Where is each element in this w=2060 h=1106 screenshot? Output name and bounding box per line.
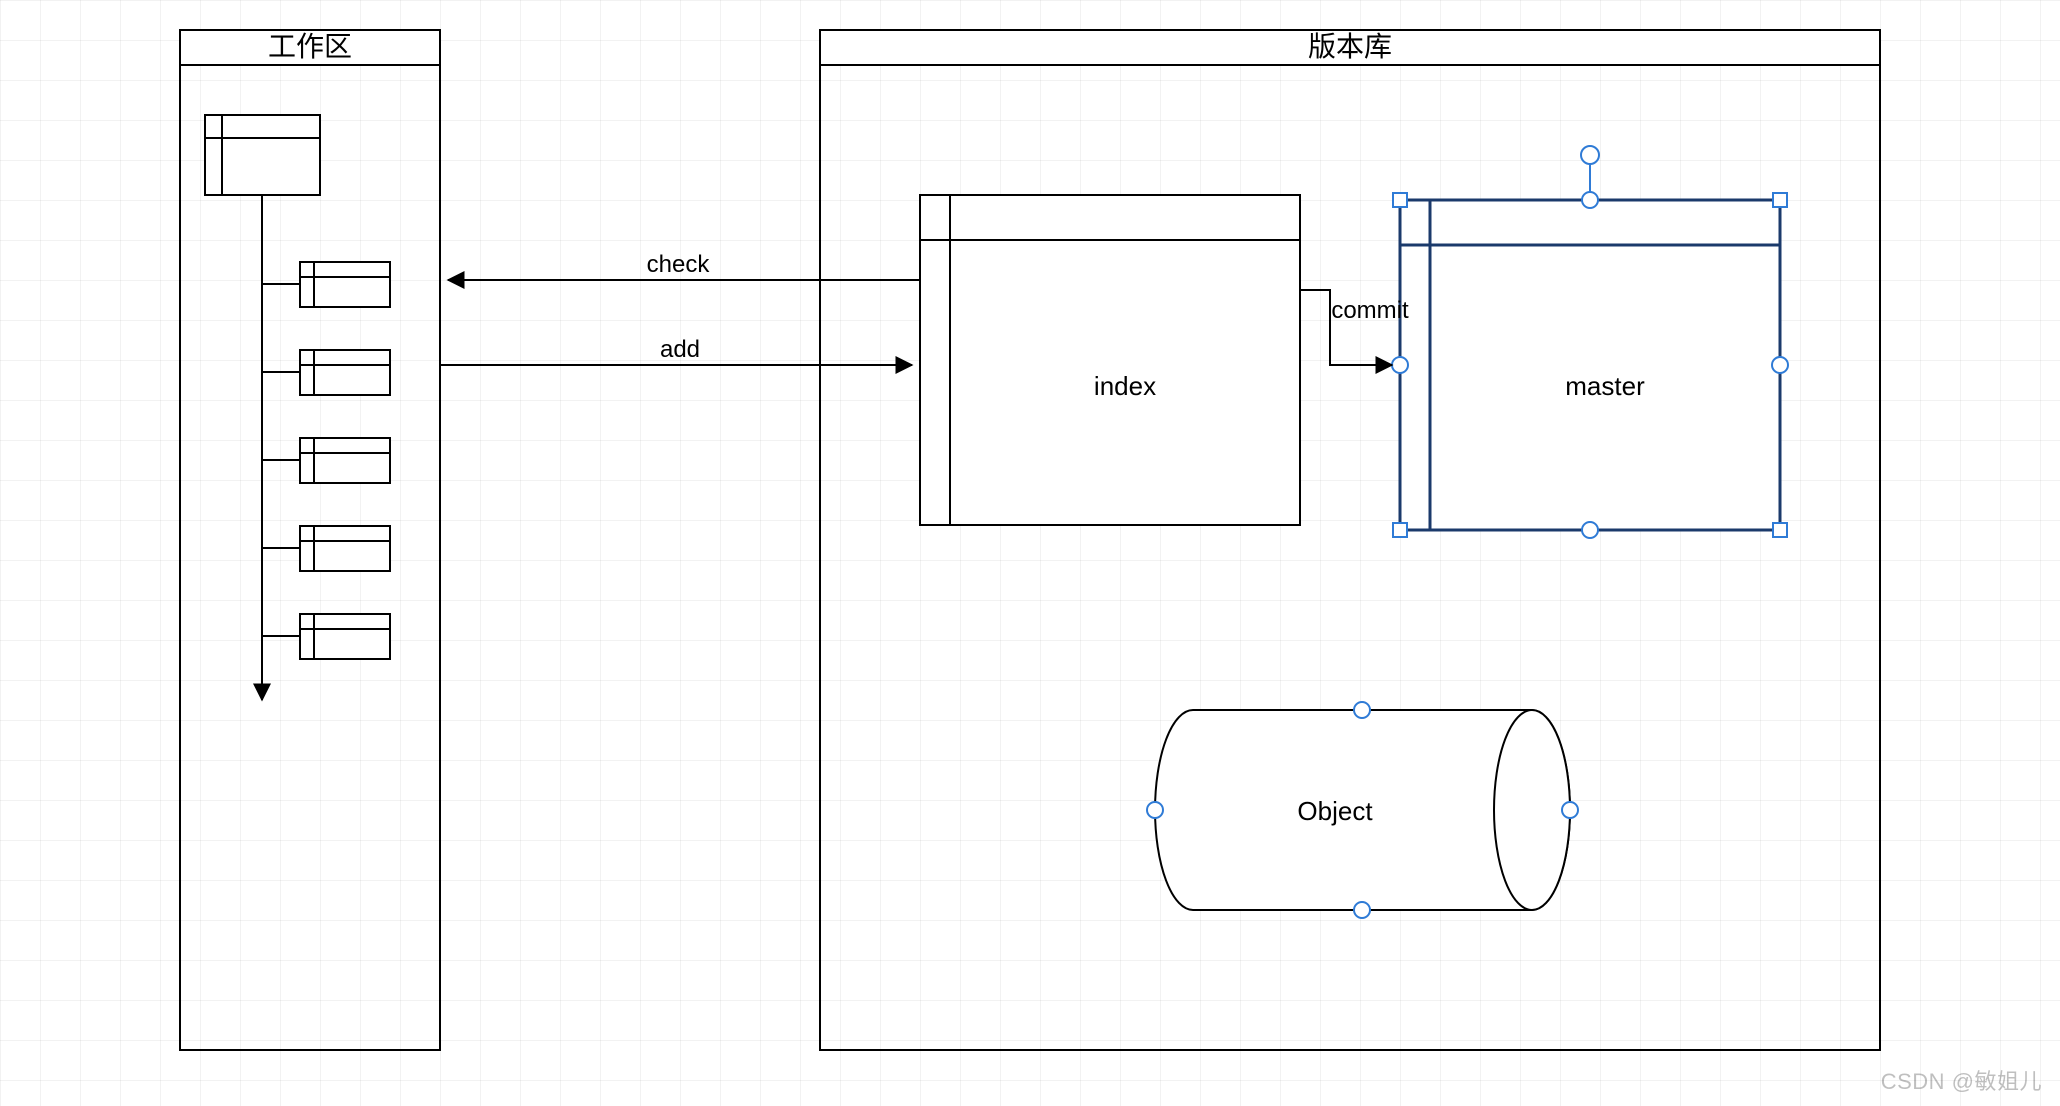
- object-label: Object: [1297, 796, 1373, 826]
- workspace-root-icon: [205, 115, 320, 195]
- commit-label: commit: [1331, 297, 1409, 324]
- master-node[interactable]: master: [1392, 146, 1788, 538]
- diagram-svg: 工作区 版本库: [0, 0, 2060, 1106]
- check-edge: check: [448, 251, 920, 280]
- commit-edge: commit: [1300, 290, 1409, 365]
- watermark: CSDN @敏姐儿: [1881, 1064, 2042, 1096]
- workspace-child-4: [262, 526, 390, 571]
- workspace-child-5: [262, 614, 390, 659]
- check-label: check: [647, 251, 711, 278]
- workspace-child-2: [262, 350, 390, 395]
- workspace-title: 工作区: [268, 31, 352, 62]
- master-label: master: [1565, 371, 1645, 401]
- repo-title: 版本库: [1308, 31, 1392, 62]
- index-label: index: [1094, 371, 1156, 401]
- diagram-canvas: 工作区 版本库: [0, 0, 2060, 1106]
- workspace-child-3: [262, 438, 390, 483]
- add-label: add: [660, 336, 700, 363]
- add-edge: add: [440, 336, 912, 365]
- workspace-child-1: [262, 262, 390, 307]
- index-node[interactable]: index: [920, 195, 1300, 525]
- object-node[interactable]: Object: [1147, 702, 1578, 918]
